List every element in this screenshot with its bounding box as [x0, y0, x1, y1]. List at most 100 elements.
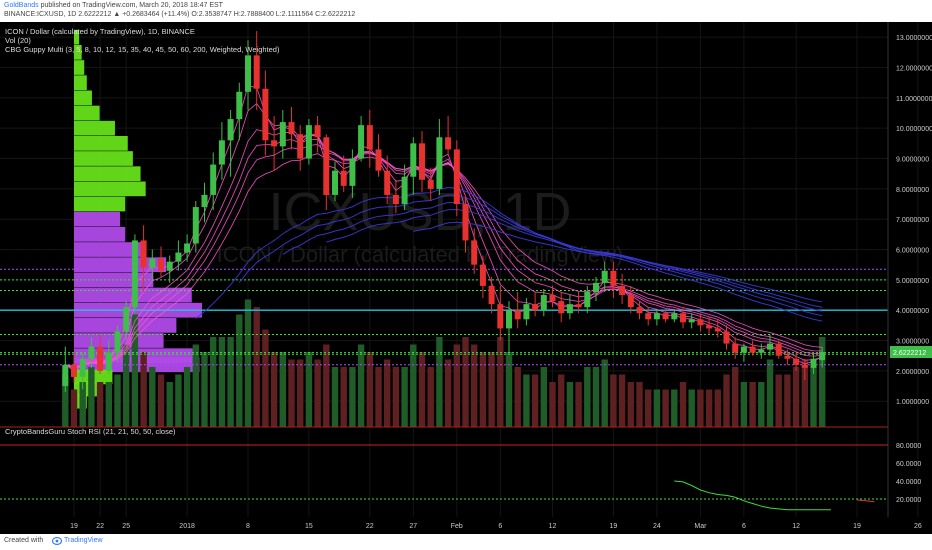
- volume-bar: [514, 367, 521, 427]
- time-axis-background: [0, 517, 932, 534]
- candle-body: [410, 143, 417, 177]
- volume-profile-row: [74, 105, 100, 121]
- candle-body: [645, 313, 652, 320]
- volume-bar: [636, 382, 643, 427]
- price-tick-label: 6.0000000: [896, 248, 929, 255]
- candle-body: [218, 140, 225, 165]
- volume-bar: [775, 374, 782, 427]
- volume-bar: [444, 359, 452, 427]
- candle-body: [793, 358, 800, 365]
- candle-body: [288, 122, 295, 135]
- price-tick-label: 9.0000000: [896, 157, 929, 164]
- time-tick-label: 2018: [179, 523, 195, 530]
- time-axis[interactable]: 19 22 25 2018 8 15 22 27 Feb 6 12 19 24 Mar 6 12 19 26: [0, 517, 932, 534]
- volume-profile-row: [74, 44, 82, 60]
- time-tick-label: 12: [792, 523, 800, 530]
- symbol-info: BINANCE:ICXUSD, 1D 2.6222212 ▲ +0.268346…: [4, 11, 356, 18]
- volume-bar: [645, 389, 652, 427]
- volume-bar: [819, 337, 826, 427]
- candle-body: [166, 261, 173, 271]
- guppy-short-ema: [65, 85, 823, 372]
- chart-background: [0, 22, 932, 534]
- candle-body: [653, 313, 660, 320]
- candle-body: [158, 258, 164, 271]
- volume-bar: [792, 367, 800, 427]
- chart-header: GoldBands published on TradingView.com, …: [0, 0, 932, 22]
- volume-bar: [297, 359, 304, 427]
- time-tick-label: 6: [742, 523, 746, 530]
- candle-body: [445, 137, 452, 150]
- candle-body: [175, 252, 182, 262]
- guppy-long-ema: [413, 221, 823, 303]
- candle-body: [497, 304, 504, 329]
- trading-chart[interactable]: ICXUSD, 1D ICON / Dollar (calculated by …: [0, 22, 932, 534]
- candle-body: [305, 125, 312, 159]
- candle-body: [549, 295, 556, 302]
- volume-bar: [653, 389, 661, 427]
- volume-profile-row: [74, 166, 141, 182]
- volume-bar: [79, 382, 86, 427]
- volume-bar: [723, 374, 730, 427]
- author-link[interactable]: GoldBands: [4, 2, 39, 9]
- volume-profile-row: [74, 196, 126, 212]
- volume-bar: [210, 337, 217, 427]
- candle-body: [427, 179, 434, 189]
- publish-info: GoldBands published on TradingView.com, …: [4, 2, 223, 9]
- price-tick-label: 1.0000000: [896, 399, 929, 406]
- volume-bar: [601, 359, 608, 427]
- volume-bar: [679, 382, 687, 427]
- time-tick-label: 25: [122, 523, 130, 530]
- price-axis[interactable]: 13.0000000 12.0000000 11.0000000 10.0000000…: [887, 22, 932, 517]
- stoch-rsi-panel: 80.0000 60.0000 40.0000 20.0000: [0, 426, 921, 511]
- volume-bar: [140, 352, 147, 427]
- candle-body: [253, 55, 260, 89]
- price-tick-label: 5.0000000: [896, 278, 929, 285]
- volume-bar: [157, 374, 165, 427]
- price-tick-label: 10.0000000: [896, 126, 932, 133]
- volume-profile-row: [74, 75, 87, 91]
- volume-bar: [62, 374, 69, 427]
- volume-bar: [479, 352, 487, 427]
- candle-body: [210, 164, 217, 195]
- volume-bar: [131, 314, 139, 427]
- guppy-long-ema: [282, 202, 823, 312]
- volume-bar: [375, 367, 382, 427]
- stoch-rsi-k-line: [674, 480, 831, 511]
- candle-body: [105, 352, 112, 371]
- volume-bar: [540, 367, 547, 427]
- candle-body: [767, 343, 773, 350]
- volume-bar: [575, 382, 582, 427]
- candle-body: [723, 331, 730, 344]
- volume-profile-row: [74, 60, 85, 75]
- horizontal-levels: [0, 268, 888, 366]
- rsi-tick-label: 60.0000: [896, 461, 921, 468]
- candle-body: [131, 240, 138, 308]
- candle-body: [114, 331, 121, 353]
- rsi-tick-label: 40.0000: [896, 479, 921, 486]
- candle-body: [540, 295, 547, 311]
- candle-body: [88, 346, 95, 359]
- time-tick-label: 27: [409, 523, 417, 530]
- volume-bar: [410, 344, 417, 427]
- candle-body: [384, 170, 391, 195]
- volume-profile-row: [74, 120, 115, 136]
- rsi-tick-label: 20.0000: [896, 497, 921, 504]
- volume-bar: [592, 367, 600, 427]
- candle-body: [610, 270, 617, 286]
- candle-body: [192, 207, 199, 244]
- candle-body: [453, 149, 460, 205]
- footer-brand-link[interactable]: TradingView: [64, 537, 103, 544]
- candle-body: [479, 264, 486, 286]
- time-tick-label: 19: [70, 523, 78, 530]
- volume-bar: [192, 344, 199, 427]
- volume-bar: [227, 337, 234, 427]
- candle-body: [732, 343, 739, 353]
- time-tick-label: 15: [305, 523, 313, 530]
- volume-bar: [270, 352, 278, 427]
- volume-bar: [418, 352, 426, 427]
- volume-profile-row: [74, 181, 146, 197]
- candle-body: [332, 170, 338, 195]
- time-tick-label: Mar: [694, 523, 707, 530]
- volume-bar: [166, 382, 173, 427]
- candle-body: [575, 304, 582, 308]
